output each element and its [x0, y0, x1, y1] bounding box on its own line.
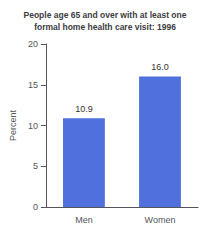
- svg-text:People age 65 and over with at: People age 65 and over with at least one: [24, 10, 187, 20]
- svg-text:5: 5: [33, 161, 38, 171]
- svg-text:Percent: Percent: [8, 109, 18, 141]
- svg-text:formal home health care visit:: formal home health care visit: 1996: [34, 22, 176, 32]
- svg-text:Men: Men: [75, 215, 93, 225]
- svg-text:0: 0: [33, 202, 38, 212]
- svg-text:16.0: 16.0: [151, 62, 169, 72]
- svg-text:Women: Women: [145, 215, 176, 225]
- svg-text:10: 10: [28, 121, 38, 131]
- svg-text:10.9: 10.9: [75, 104, 93, 114]
- svg-text:15: 15: [28, 80, 38, 90]
- svg-text:20: 20: [28, 39, 38, 49]
